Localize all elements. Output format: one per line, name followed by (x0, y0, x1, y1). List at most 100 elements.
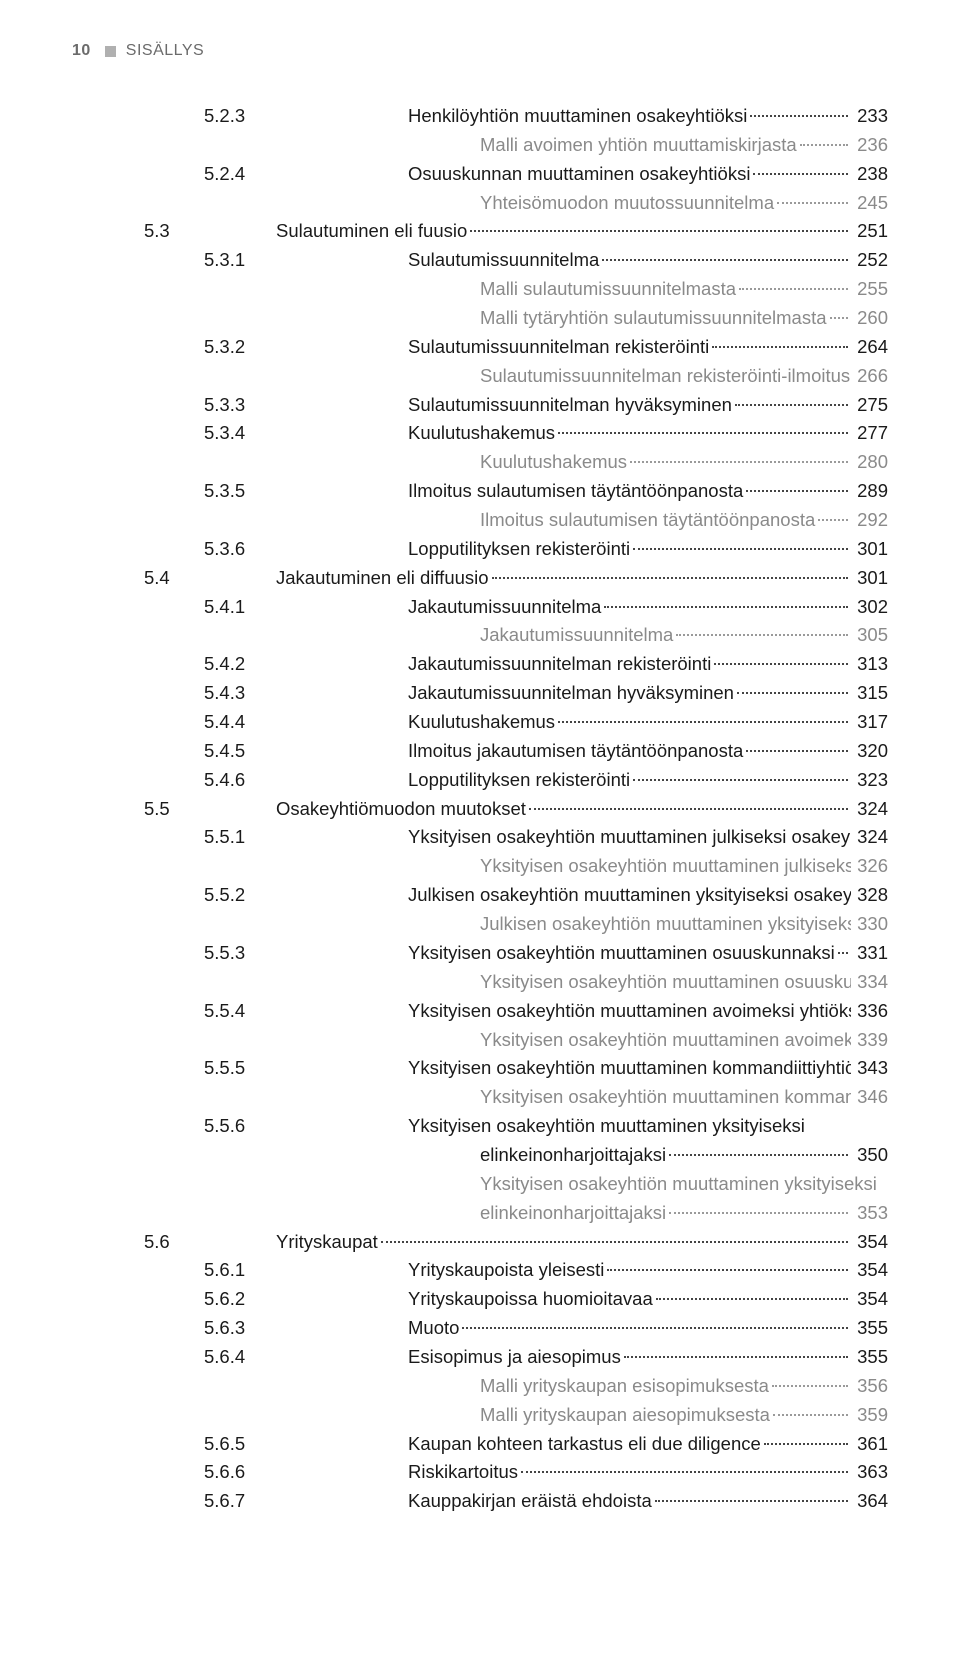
toc-entry-title: Kuulutushakemus (408, 708, 555, 737)
toc-entry-page: 331 (851, 939, 888, 968)
toc-entry-page: 328 (851, 881, 888, 910)
toc-leader-dots (838, 952, 848, 954)
toc-entry: 5.5.2Julkisen osakeyhtiön muuttaminen yk… (72, 881, 888, 910)
toc-leader-dots (737, 692, 848, 694)
toc-leader-dots (529, 808, 848, 810)
page-number: 10 (72, 42, 91, 60)
toc-leader-dots (712, 346, 848, 348)
toc-entry-page: 353 (851, 1199, 888, 1228)
toc-entry-title: Julkisen osakeyhtiön muuttaminen yksityi… (408, 881, 851, 910)
toc-entry: 5.6.5Kaupan kohteen tarkastus eli due di… (72, 1430, 888, 1459)
toc-leader-dots (746, 490, 848, 492)
toc-entry-page: 334 (851, 968, 888, 997)
toc-entry-title: Yrityskaupoissa huomioitavaa (408, 1285, 653, 1314)
toc-leader-dots (521, 1471, 848, 1473)
toc-leader-dots (492, 577, 849, 579)
toc-entry-page: 326 (851, 852, 888, 881)
toc-leader-dots (777, 202, 848, 204)
toc-entry: Yksityisen osakeyhtiön muuttaminen yksit… (72, 1170, 888, 1199)
toc-entry-title: Ilmoitus sulautumisen täytäntöönpanosta (480, 506, 815, 535)
toc-entry-page: 238 (851, 160, 888, 189)
toc-entry-continuation: elinkeinonharjoittajaksi 350 (72, 1141, 888, 1170)
toc-entry-title: Osuuskunnan muuttaminen osakeyhtiöksi (408, 160, 750, 189)
toc-leader-dots (656, 1298, 848, 1300)
toc-entry-title: Ilmoitus sulautumisen täytäntöönpanosta (408, 477, 743, 506)
toc-entry-page: 251 (851, 217, 888, 246)
toc-entry-page: 343 (851, 1054, 888, 1083)
toc-entry-number: 5.6.7 (72, 1487, 408, 1516)
toc-entry: 5.4.2Jakautumissuunnitelman rekisteröint… (72, 650, 888, 679)
toc-entry-number: 5.3.4 (72, 419, 408, 448)
toc-entry-title: Jakautuminen eli diffuusio (276, 564, 489, 593)
toc-entry-number: 5.6.1 (72, 1256, 408, 1285)
toc-entry: 5.5.1Yksityisen osakeyhtiön muuttaminen … (72, 823, 888, 852)
toc-entry-page: 364 (851, 1487, 888, 1516)
toc-entry: Malli sulautumissuunnitelmasta255 (72, 275, 888, 304)
toc-entry-number: 5.5 (72, 795, 276, 824)
toc-entry-page: 354 (851, 1228, 888, 1257)
toc-entry: 5.4.4Kuulutushakemus317 (72, 708, 888, 737)
toc-entry-number: 5.5.2 (72, 881, 408, 910)
toc-entry-number: 5.4.4 (72, 708, 408, 737)
toc-leader-dots (830, 317, 849, 319)
toc-leader-dots (462, 1327, 848, 1329)
toc-entry-page: 266 (851, 362, 888, 391)
toc-entry-title: elinkeinonharjoittajaksi (480, 1199, 666, 1228)
toc-entry: Malli tytäryhtiön sulautumissuunnitelmas… (72, 304, 888, 333)
toc-entry-page: 320 (851, 737, 888, 766)
toc-entry-number: 5.3.3 (72, 391, 408, 420)
toc-leader-dots (607, 1269, 848, 1271)
toc-entry-page: 301 (851, 535, 888, 564)
toc-leader-dots (764, 1443, 848, 1445)
toc-leader-dots (558, 721, 848, 723)
toc-entry: 5.5.3Yksityisen osakeyhtiön muuttaminen … (72, 939, 888, 968)
toc-entry-number: 5.5.1 (72, 823, 408, 852)
toc-leader-dots (669, 1212, 848, 1214)
toc-entry: 5.6.1Yrityskaupoista yleisesti354 (72, 1256, 888, 1285)
toc-entry-page: 354 (851, 1285, 888, 1314)
toc-entry: Yksityisen osakeyhtiön muuttaminen julki… (72, 852, 888, 881)
toc-entry: 5.6.6Riskikartoitus363 (72, 1458, 888, 1487)
toc-entry-number: 5.6 (72, 1228, 276, 1257)
toc-entry: Malli avoimen yhtiön muuttamiskirjasta23… (72, 131, 888, 160)
toc-entry: Yksityisen osakeyhtiön muuttaminen osuus… (72, 968, 888, 997)
toc-entry-page: 324 (851, 823, 888, 852)
toc-entry-title: Kauppakirjan eräistä ehdoista (408, 1487, 652, 1516)
page: 10 SISÄLLYS 5.2.3Henkilöyhtiön muuttamin… (0, 0, 960, 1656)
toc-entry-title: Julkisen osakeyhtiön muuttaminen yksityi… (480, 910, 851, 939)
toc-entry-title: Yksityisen osakeyhtiön muuttaminen komma… (480, 1083, 851, 1112)
toc-entry-number: 5.2.3 (72, 102, 408, 131)
toc-entry-title: Muoto (408, 1314, 459, 1343)
toc-entry-number: 5.3.6 (72, 535, 408, 564)
toc-leader-dots (714, 663, 848, 665)
toc-entry-title: elinkeinonharjoittajaksi (480, 1141, 666, 1170)
toc-leader-dots (739, 288, 848, 290)
toc-entry: 5.6.7Kauppakirjan eräistä ehdoista 364 (72, 1487, 888, 1516)
toc-entry-page: 324 (851, 795, 888, 824)
toc-entry-page: 275 (851, 391, 888, 420)
toc-entry: Julkisen osakeyhtiön muuttaminen yksityi… (72, 910, 888, 939)
toc-entry: 5.6.4Esisopimus ja aiesopimus355 (72, 1343, 888, 1372)
toc-entry-number: 5.4.3 (72, 679, 408, 708)
toc-entry: Malli yrityskaupan esisopimuksesta356 (72, 1372, 888, 1401)
toc-entry-title: Kuulutushakemus (480, 448, 627, 477)
toc-entry-title: Sulautumissuunnitelma (408, 246, 599, 275)
toc-entry: Yksityisen osakeyhtiön muuttaminen komma… (72, 1083, 888, 1112)
toc-entry-number: 5.4.2 (72, 650, 408, 679)
toc-entry-page: 305 (851, 621, 888, 650)
toc-entry-title: Jakautumissuunnitelma (408, 593, 601, 622)
toc-entry-page: 236 (851, 131, 888, 160)
toc-entry-number: 5.4.1 (72, 593, 408, 622)
toc-leader-dots (773, 1414, 848, 1416)
toc-entry-page: 346 (851, 1083, 888, 1112)
toc-leader-dots (633, 548, 848, 550)
toc-entry-number: 5.3.1 (72, 246, 408, 275)
toc-entry-page: 289 (851, 477, 888, 506)
toc-entry-title: Kuulutushakemus (408, 419, 555, 448)
toc-leader-dots (676, 634, 848, 636)
toc-entry: 5.3Sulautuminen eli fuusio251 (72, 217, 888, 246)
toc-entry-page: 350 (851, 1141, 888, 1170)
toc-entry: 5.6Yrityskaupat354 (72, 1228, 888, 1257)
toc-entry: Yhteisömuodon muutossuunnitelma245 (72, 189, 888, 218)
toc-leader-dots (558, 432, 848, 434)
